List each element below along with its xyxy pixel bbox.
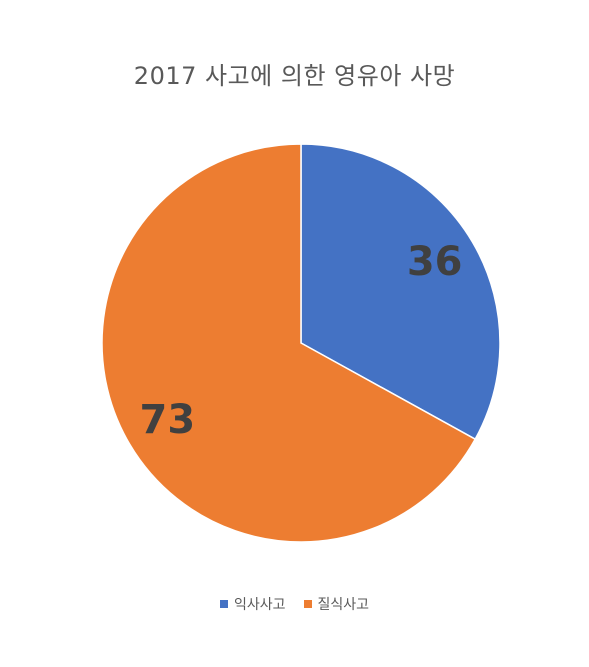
data-label-drowning: 36: [407, 239, 463, 285]
legend-label-drowning: 익사사고: [233, 597, 286, 613]
data-label-choking: 73: [139, 397, 195, 443]
pie-data-labels: 36 73: [139, 239, 462, 443]
legend: 익사사고 질식사고: [0, 594, 589, 614]
pie-slices: [101, 143, 501, 543]
legend-swatch-choking: [303, 600, 312, 608]
legend-item-drowning: 익사사고: [219, 594, 286, 614]
legend-item-choking: 질식사고: [303, 594, 370, 614]
pie-slice-choking[interactable]: [101, 143, 477, 543]
legend-label-choking: 질식사고: [317, 597, 370, 613]
legend-swatch-drowning: [219, 600, 228, 608]
pie-slice-drowning[interactable]: [300, 143, 501, 441]
chart-title: 2017 사고에 의한 영유아 사망: [133, 62, 456, 90]
